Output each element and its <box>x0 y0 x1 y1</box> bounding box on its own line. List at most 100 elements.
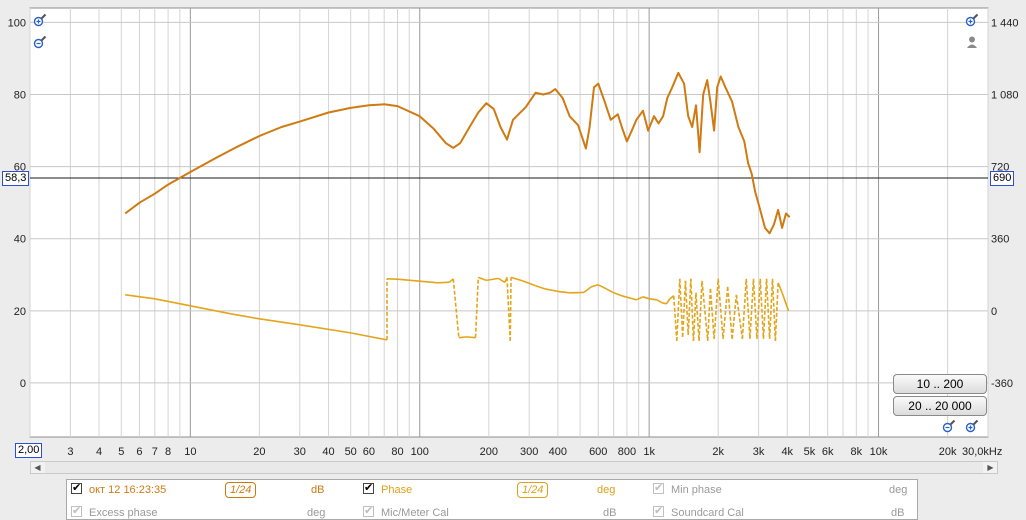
phase-segment <box>759 278 765 339</box>
x-axis-tick-labels: 3 4 5 6 7 8 10 20 30 40 50 60 80 100 200 300 400 600 800 1k… <box>67 446 957 458</box>
soundcard-cal-checkbox[interactable]: ✔ <box>653 505 664 517</box>
trace-visible-checkbox[interactable]: ✔ <box>71 482 82 494</box>
zoom-out-y-left-icon[interactable] <box>32 34 48 50</box>
left-axis-tick-label: 0 <box>20 378 26 390</box>
excess-phase-checkbox[interactable]: ✔ <box>71 505 82 517</box>
scroll-left-icon[interactable]: ◀ <box>34 463 41 472</box>
right-axis-tick-labels: 1 440 1 080 720 360 0 -360 <box>991 17 1019 390</box>
x-axis-tick-label: 600 <box>589 446 607 458</box>
phase-segment <box>698 280 703 341</box>
phase-segment <box>510 276 523 282</box>
soundcard-cal-name: Soundcard Cal <box>671 507 744 519</box>
phase-segment <box>692 292 697 341</box>
phase-segment <box>466 336 476 339</box>
zoom-out-y-right-icon[interactable] <box>964 34 980 50</box>
right-axis-tick-label: 0 <box>991 306 997 318</box>
x-start-readout[interactable]: 2,00 <box>15 443 43 458</box>
x-axis-tick-label: 60 <box>363 446 375 458</box>
legend-row: ✔ Excess phase deg ✔ Mic/Meter Cal dB ✔ … <box>67 504 917 519</box>
zoom-in-x-icon[interactable] <box>964 418 980 434</box>
x-axis-end-label: 30,0kHz <box>962 446 1002 458</box>
phase-segment <box>299 324 351 334</box>
x-axis-tick-label: 300 <box>520 446 538 458</box>
range-10-200-button[interactable]: 10 .. 200 <box>893 374 987 394</box>
phase-segment <box>722 286 729 339</box>
scroll-track[interactable] <box>45 462 983 473</box>
phase-segment <box>458 336 467 339</box>
x-axis-tick-label: 100 <box>411 446 429 458</box>
phase-visible-checkbox[interactable]: ✔ <box>363 482 374 494</box>
phase-segment <box>781 292 790 312</box>
magnitude-line <box>124 71 791 235</box>
zoom-in-y-left-icon[interactable] <box>32 12 48 28</box>
phase-segment <box>713 278 720 339</box>
right-cursor-readout[interactable]: 690 <box>990 171 1015 186</box>
phase-segment <box>452 278 460 338</box>
phase-segment <box>397 278 420 282</box>
right-axis-tick-label: -360 <box>991 378 1013 390</box>
phase-segment <box>687 278 692 335</box>
phase-segment <box>535 285 545 290</box>
left-axis-tick-label: 40 <box>14 234 26 246</box>
range-20-20000-button[interactable]: 20 .. 20 000 <box>893 396 987 416</box>
x-axis-tick-label: 4 <box>96 446 102 458</box>
trace-legend: ✔ окт 12 16:23:35 1/24 dB ✔ Phase 1/24 d… <box>66 479 918 520</box>
phase-segment <box>626 296 637 301</box>
left-axis-tick-label: 100 <box>8 17 26 29</box>
phase-segment <box>656 299 663 304</box>
soundcard-cal-unit: dB <box>891 507 905 519</box>
phase-segment <box>749 278 755 339</box>
horizontal-scrollbar[interactable]: ◀ ▶ <box>30 461 998 474</box>
x-axis-tick-label: 30 <box>294 446 306 458</box>
phase-segment <box>583 286 592 294</box>
phase-segment <box>621 295 628 298</box>
zoom-out-x-icon[interactable] <box>941 418 957 434</box>
zoom-in-y-right-icon[interactable] <box>964 12 980 28</box>
legend-row: ✔ окт 12 16:23:35 1/24 dB ✔ Phase 1/24 d… <box>67 481 917 499</box>
phase-segment <box>557 290 570 294</box>
phase-segment <box>649 298 657 301</box>
phase-segment <box>695 292 700 341</box>
trace-smoothing-selector[interactable]: 1/24 <box>225 482 257 498</box>
phase-segment <box>768 278 774 339</box>
left-cursor-readout[interactable]: 58,3 <box>2 171 30 186</box>
x-axis-tick-label: 4k <box>781 446 793 458</box>
plot-area[interactable] <box>29 7 989 438</box>
min-phase-name: Min phase <box>671 484 722 496</box>
phase-segment <box>605 288 614 294</box>
phase-segment <box>701 280 709 341</box>
phase-segment <box>259 318 300 326</box>
x-axis-tick-label: 20k <box>939 446 957 458</box>
left-axis-tick-label: 20 <box>14 306 26 318</box>
phase-segment <box>230 313 260 320</box>
phase-segment <box>678 278 684 337</box>
phase-segment <box>731 294 738 339</box>
trace-unit: dB <box>311 484 325 496</box>
phase-segment <box>662 302 667 305</box>
phase-segment <box>665 298 671 305</box>
phase-segment <box>478 276 487 282</box>
phase-segment <box>642 296 650 300</box>
phase-segment <box>752 278 758 339</box>
phase-segment <box>350 332 388 341</box>
phase-segment <box>717 278 724 339</box>
phase-segment <box>745 278 751 339</box>
x-axis-tick-label: 2k <box>712 446 724 458</box>
phase-segment <box>591 284 599 288</box>
phase-segment <box>756 278 762 339</box>
phase-segment <box>735 294 744 339</box>
phase-segment <box>681 280 687 337</box>
mic-meter-cal-checkbox[interactable]: ✔ <box>363 505 374 517</box>
phase-segment <box>690 278 695 341</box>
min-phase-checkbox[interactable]: ✔ <box>653 482 664 494</box>
x-axis-tick-label: 50 <box>345 446 357 458</box>
phase-segment <box>509 277 512 341</box>
x-axis-tick-label: 800 <box>618 446 636 458</box>
x-axis-tick-label: 6k <box>822 446 834 458</box>
phase-smoothing-selector[interactable]: 1/24 <box>517 482 549 498</box>
x-axis-tick-label: 1k <box>643 446 655 458</box>
scroll-right-icon[interactable]: ▶ <box>987 463 994 472</box>
phase-unit: deg <box>597 484 616 496</box>
x-axis-tick-label: 400 <box>549 446 567 458</box>
